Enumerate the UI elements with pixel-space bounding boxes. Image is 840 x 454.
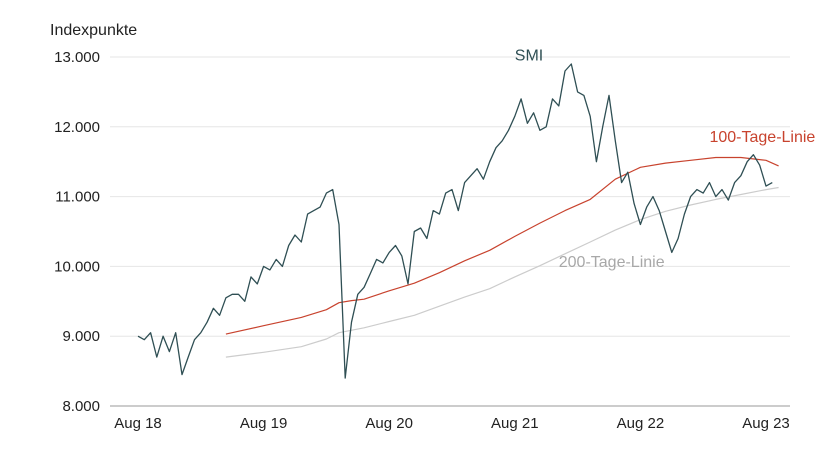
series-line-100-Tage-Linie	[225, 156, 779, 335]
series-lines	[137, 63, 779, 379]
y-tick-label: 8.000	[62, 398, 100, 415]
y-tick-label: 10.000	[54, 258, 100, 275]
y-tick-label: 12.000	[54, 119, 100, 136]
series-annotation: 100-Tage-Linie	[709, 129, 815, 146]
series-annotations: SMI 100-Tage-Linie 200-Tage-Linie	[515, 47, 816, 271]
y-tick-labels: 8.000 9.000 10.000 11.000 12.000 13.000	[54, 49, 100, 415]
series-line-200-Tage-Linie	[225, 186, 779, 358]
x-tick-label: Aug 23	[742, 415, 790, 432]
y-axis-label: Indexpunkte	[50, 22, 138, 39]
x-tick-label: Aug 20	[365, 415, 413, 432]
y-tick-label: 11.000	[55, 189, 100, 206]
y-tick-label: 13.000	[54, 49, 100, 66]
x-tick-label: Aug 18	[114, 415, 162, 432]
x-tick-labels: Aug 18 Aug 19 Aug 20 Aug 21 Aug 22 Aug 23	[114, 415, 790, 432]
series-line-SMI	[137, 63, 773, 379]
gridlines	[110, 56, 790, 407]
x-tick-label: Aug 22	[617, 415, 665, 432]
series-annotation: 200-Tage-Linie	[559, 254, 665, 271]
x-tick-label: Aug 19	[240, 415, 288, 432]
x-tick-label: Aug 21	[491, 415, 539, 432]
series-annotation: SMI	[515, 47, 543, 64]
y-tick-label: 9.000	[62, 328, 100, 345]
